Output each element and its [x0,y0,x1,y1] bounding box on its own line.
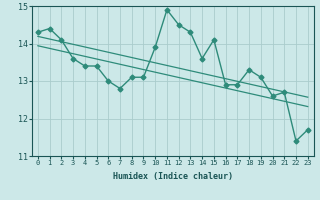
X-axis label: Humidex (Indice chaleur): Humidex (Indice chaleur) [113,172,233,181]
